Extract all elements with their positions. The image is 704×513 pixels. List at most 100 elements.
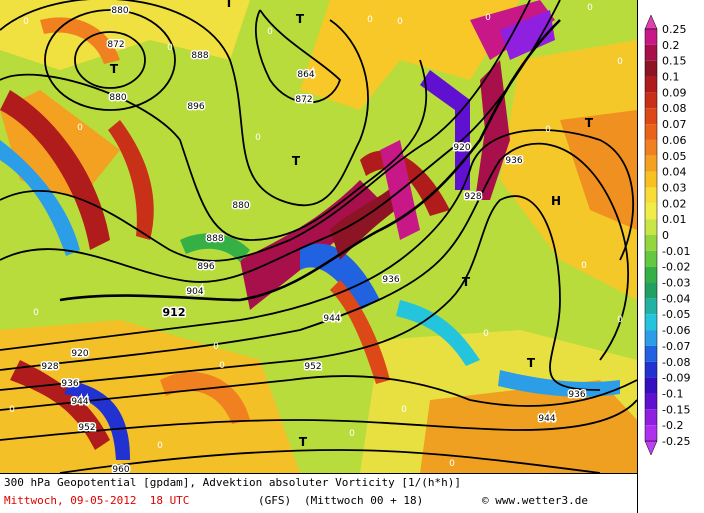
field-label: 0 — [617, 57, 623, 67]
vorticity-field — [0, 0, 637, 473]
colorbar-swatch — [645, 155, 657, 172]
field-label: 0 — [349, 429, 355, 439]
colorbar-swatch — [645, 345, 657, 362]
field-label: 0 — [219, 361, 225, 371]
contour-label: 944 — [323, 314, 340, 324]
contour-label: 896 — [187, 102, 204, 112]
colorbar-swatch — [645, 298, 657, 315]
colorbar-label: -0.1 — [662, 387, 683, 400]
field-label: 0 — [9, 405, 15, 415]
colorbar-label: 0.03 — [662, 181, 687, 194]
colorbar-swatch — [645, 187, 657, 204]
field-label: 0 — [401, 405, 407, 415]
colorbar-swatch — [645, 235, 657, 251]
colorbar: 0.25 0.2 0.15 0.1 0.09 0.08 0.07 0.06 0.05 0.04 0.… — [644, 14, 690, 456]
field-label: 0 — [449, 459, 455, 469]
colorbar-swatch — [645, 330, 657, 346]
field-label: 0 — [367, 15, 373, 25]
colorbar-label: -0.02 — [662, 261, 690, 274]
colorbar-label: 0.09 — [662, 86, 687, 99]
colorbar-swatch — [645, 219, 657, 235]
copyright: © www.wetter3.de — [482, 494, 588, 507]
colorbar-label: -0.04 — [662, 292, 690, 305]
pressure-center: T — [292, 154, 301, 168]
field-label: 0 — [485, 13, 491, 23]
footer-title: 300 hPa Geopotential [gpdam], Advektion … — [4, 476, 461, 489]
colorbar-label: -0.09 — [662, 372, 690, 385]
colorbar-label: 0.15 — [662, 55, 687, 68]
colorbar-label: -0.01 — [662, 245, 690, 258]
colorbar-label: -0.06 — [662, 324, 690, 337]
contour-label: 928 — [464, 192, 481, 202]
colorbar-label: 0.02 — [662, 197, 687, 210]
contour-label: 944 — [71, 397, 88, 407]
pressure-center: T — [296, 12, 305, 26]
pressure-center: T — [585, 116, 594, 130]
field-label: 0 — [23, 17, 29, 27]
pressure-center: T — [527, 356, 536, 370]
contour-label: 928 — [41, 362, 58, 372]
footer-rule — [0, 473, 637, 474]
contour-label: 952 — [304, 362, 321, 372]
colorbar-over — [644, 14, 658, 30]
colorbar-swatch — [645, 60, 657, 77]
colorbar-label: -0.2 — [662, 419, 683, 432]
contour-label: 944 — [538, 414, 555, 424]
colorbar-swatch — [645, 250, 657, 267]
colorbar-label: 0.01 — [662, 213, 687, 226]
run: (Mittwoch 00 + 18) — [304, 494, 424, 507]
field-label: 0 — [483, 329, 489, 339]
colorbar-label: -0.07 — [662, 340, 690, 353]
contour-label: 936 — [382, 275, 399, 285]
contour-label: 936 — [568, 390, 585, 400]
contour-label: 936 — [505, 156, 522, 166]
pressure-center: H — [551, 194, 561, 208]
valid-time: Mittwoch, 09-05-2012 18 UTC — [4, 494, 190, 507]
colorbar-swatch — [645, 108, 657, 125]
colorbar-label: -0.15 — [662, 403, 690, 416]
pressure-center: T — [225, 0, 234, 10]
field-label: 0 — [581, 261, 587, 271]
colorbar-swatch — [645, 92, 657, 109]
colorbar-label: 0.05 — [662, 150, 687, 163]
colorbar-swatch — [645, 361, 657, 378]
field-label: 0 — [213, 342, 219, 352]
field-label: 0 — [545, 125, 551, 135]
colorbar-label: 0.07 — [662, 118, 687, 131]
colorbar-swatch — [645, 425, 657, 441]
contour-label: 880 — [109, 93, 126, 103]
colorbar-label: 0.06 — [662, 134, 687, 147]
contour-label: 880 — [232, 201, 249, 211]
contour-label: 952 — [78, 423, 95, 433]
colorbar-swatch — [645, 377, 657, 394]
colorbar-label: 0 — [662, 229, 669, 242]
colorbar-label: 0.04 — [662, 166, 687, 179]
field-label: 0 — [77, 123, 83, 133]
colorbar-swatch — [645, 314, 657, 331]
colorbar-swatch — [645, 393, 657, 410]
colorbar-swatch — [645, 76, 657, 93]
model: (GFS) — [258, 494, 292, 507]
field-label: 0 — [167, 43, 173, 53]
contour-label: 872 — [107, 40, 124, 50]
field-label: 0 — [33, 308, 39, 318]
colorbar-label: -0.08 — [662, 356, 690, 369]
map-border — [637, 0, 638, 513]
field-label: 0 — [397, 17, 403, 27]
contour-label: 880 — [111, 6, 128, 16]
colorbar-swatch — [645, 139, 657, 156]
colorbar-swatch — [645, 171, 657, 188]
field-label: 0 — [267, 27, 273, 37]
colorbar-swatch — [645, 124, 657, 140]
contour-label: 888 — [206, 234, 223, 244]
pressure-center: T — [299, 435, 308, 449]
colorbar-swatch — [645, 409, 657, 426]
field-label: 0 — [255, 133, 261, 143]
colorbar-under — [644, 440, 658, 456]
colorbar-swatch — [645, 282, 657, 299]
contour-label: 864 — [297, 70, 314, 80]
field-label: 0 — [617, 315, 623, 325]
contour-label: 888 — [191, 51, 208, 61]
